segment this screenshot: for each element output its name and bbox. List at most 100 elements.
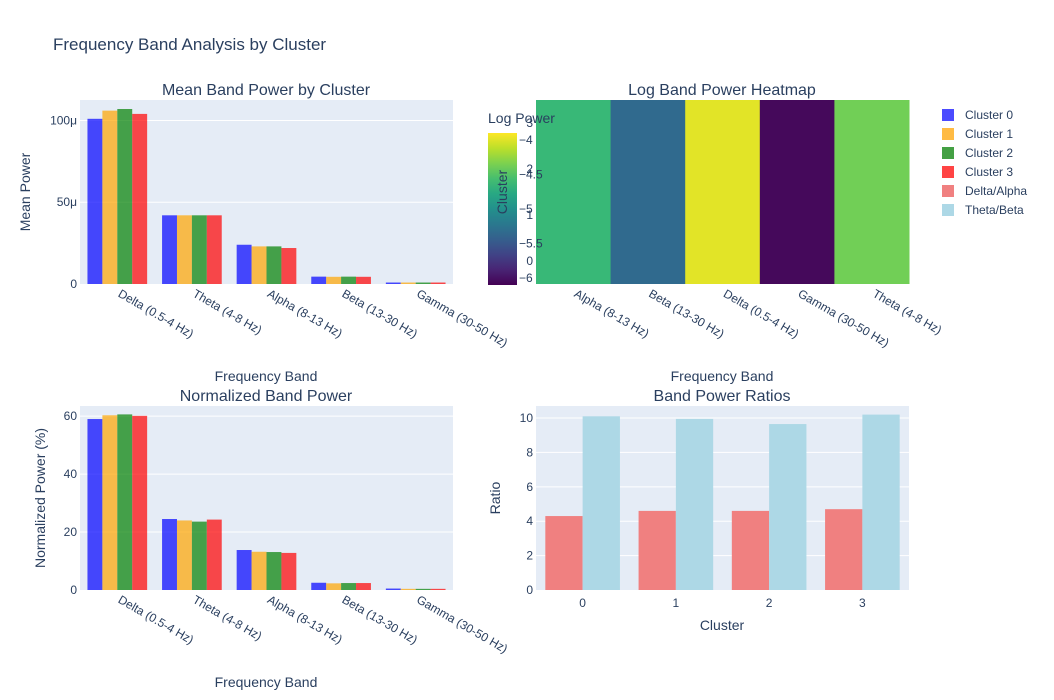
mean-bar xyxy=(206,215,222,284)
ratios-bar xyxy=(675,418,714,590)
normalized-x-tick-label: Delta (0.5-4 Hz) xyxy=(116,592,196,646)
mean-bar xyxy=(341,276,357,284)
legend-label: Theta/Beta xyxy=(965,203,1024,217)
legend-label: Cluster 3 xyxy=(965,165,1013,179)
colorbar-tick-label: −4.5 xyxy=(519,167,543,181)
colorbar-tick-label: −5.5 xyxy=(519,237,543,251)
figure-title: Frequency Band Analysis by Cluster xyxy=(53,35,326,54)
mean-bar xyxy=(102,110,118,285)
ratios-y-tick-label: 6 xyxy=(526,480,533,494)
mean-subplot-title: Mean Band Power by Cluster xyxy=(162,82,371,99)
mean-bar xyxy=(191,215,207,284)
mean-bar xyxy=(87,118,103,284)
normalized-x-tick-label: Gamma (30-50 Hz) xyxy=(414,592,510,655)
heatmap-x-tick-label: Alpha (8-13 Hz) xyxy=(572,286,652,340)
normalized-bar xyxy=(206,519,222,590)
mean-bar xyxy=(266,246,282,284)
heatmap-y-tick-label: 0 xyxy=(526,254,533,268)
normalized-bar xyxy=(191,521,207,590)
normalized-bar xyxy=(341,583,357,590)
ratios-bar xyxy=(769,424,807,590)
normalized-bar xyxy=(266,552,282,590)
heatmap-cell xyxy=(610,100,686,284)
ratios-x-tick-label: 2 xyxy=(766,596,773,610)
ratios-bar xyxy=(582,416,620,590)
ratios-bar xyxy=(862,414,900,590)
heatmap-y-tick-label: 3 xyxy=(526,116,533,130)
mean-bar xyxy=(430,282,446,284)
mean-bar xyxy=(236,244,252,284)
heatmap-x-tick-label: Theta (4-8 Hz) xyxy=(870,286,944,337)
mean-bar xyxy=(415,282,431,284)
legend-swatch xyxy=(942,109,954,121)
normalized-x-tick-label: Theta (4-8 Hz) xyxy=(190,592,264,643)
normalized-bar xyxy=(132,415,148,590)
ratios-x-tick-label: 0 xyxy=(579,596,586,610)
legend-label: Cluster 0 xyxy=(965,108,1013,122)
normalized-bar xyxy=(117,414,133,590)
normalized-y-tick-label: 40 xyxy=(64,467,78,481)
legend-swatch xyxy=(942,128,954,140)
normalized-bar xyxy=(311,582,327,590)
legend-swatch xyxy=(942,185,954,197)
mean-bar xyxy=(356,276,371,284)
heatmap-x-tick-label: Delta (0.5-4 Hz) xyxy=(721,286,801,340)
normalized-bar xyxy=(385,588,401,590)
colorbar xyxy=(488,133,517,285)
normalized-bar xyxy=(102,415,118,590)
mean-y-tick-label: 0 xyxy=(70,277,77,291)
mean-bar xyxy=(400,282,416,284)
heatmap-cell xyxy=(536,100,612,284)
normalized-bar xyxy=(400,588,416,590)
normalized-y-axis-title: Normalized Power (%) xyxy=(32,428,48,568)
legend-label: Cluster 2 xyxy=(965,146,1013,160)
heatmap-cell xyxy=(685,100,761,284)
heatmap-y-tick-label: 2 xyxy=(526,162,533,176)
normalized-bar xyxy=(251,551,267,590)
normalized-bar xyxy=(162,519,177,590)
normalized-subplot-title: Normalized Band Power xyxy=(180,388,353,405)
normalized-bar xyxy=(281,552,297,590)
heatmap-cell xyxy=(834,100,910,284)
ratios-bar xyxy=(545,516,583,590)
mean-y-tick-label: 50μ xyxy=(57,195,77,209)
legend-swatch xyxy=(942,147,954,159)
normalized-bar xyxy=(87,419,103,590)
legend-label: Delta/Alpha xyxy=(965,184,1027,198)
ratios-bar xyxy=(731,510,770,590)
mean-bar xyxy=(326,276,342,284)
mean-bar xyxy=(281,248,297,284)
heatmap-subplot-title: Log Band Power Heatmap xyxy=(628,82,816,99)
ratios-x-tick-label: 1 xyxy=(673,596,680,610)
heatmap-cell xyxy=(759,100,835,284)
mean-bar xyxy=(176,215,192,284)
mean-x-axis-title: Frequency Band xyxy=(215,368,318,384)
heatmap-x-axis-title: Frequency Band xyxy=(671,368,774,384)
mean-bar xyxy=(117,108,133,285)
normalized-y-tick-label: 20 xyxy=(64,525,78,539)
ratios-y-axis-title: Ratio xyxy=(487,481,503,514)
normalized-y-tick-label: 60 xyxy=(64,409,78,423)
ratios-y-tick-label: 10 xyxy=(520,411,534,425)
heatmap-y-axis-title: Cluster xyxy=(494,169,510,214)
ratios-y-tick-label: 0 xyxy=(526,583,533,597)
heatmap-y-tick-label: 1 xyxy=(526,208,533,222)
normalized-bar xyxy=(326,583,342,590)
ratios-subplot-title: Band Power Ratios xyxy=(654,388,791,405)
ratios-x-axis-title: Cluster xyxy=(700,617,745,633)
normalized-bar xyxy=(176,520,192,590)
mean-bar xyxy=(162,215,177,284)
normalized-bar xyxy=(430,588,446,590)
colorbar-title: Log Power xyxy=(488,110,555,126)
mean-x-tick-label: Alpha (8-13 Hz) xyxy=(265,286,345,340)
legend-swatch xyxy=(942,166,954,178)
legend-swatch xyxy=(942,204,954,216)
colorbar-tick-label: −6 xyxy=(519,271,533,285)
normalized-bar xyxy=(415,588,431,590)
mean-bar xyxy=(311,276,327,284)
heatmap-x-tick-label: Beta (13-30 Hz) xyxy=(646,286,726,340)
mean-bar xyxy=(132,113,148,284)
normalized-x-tick-label: Alpha (8-13 Hz) xyxy=(265,592,345,646)
mean-x-tick-label: Beta (13-30 Hz) xyxy=(340,286,420,340)
